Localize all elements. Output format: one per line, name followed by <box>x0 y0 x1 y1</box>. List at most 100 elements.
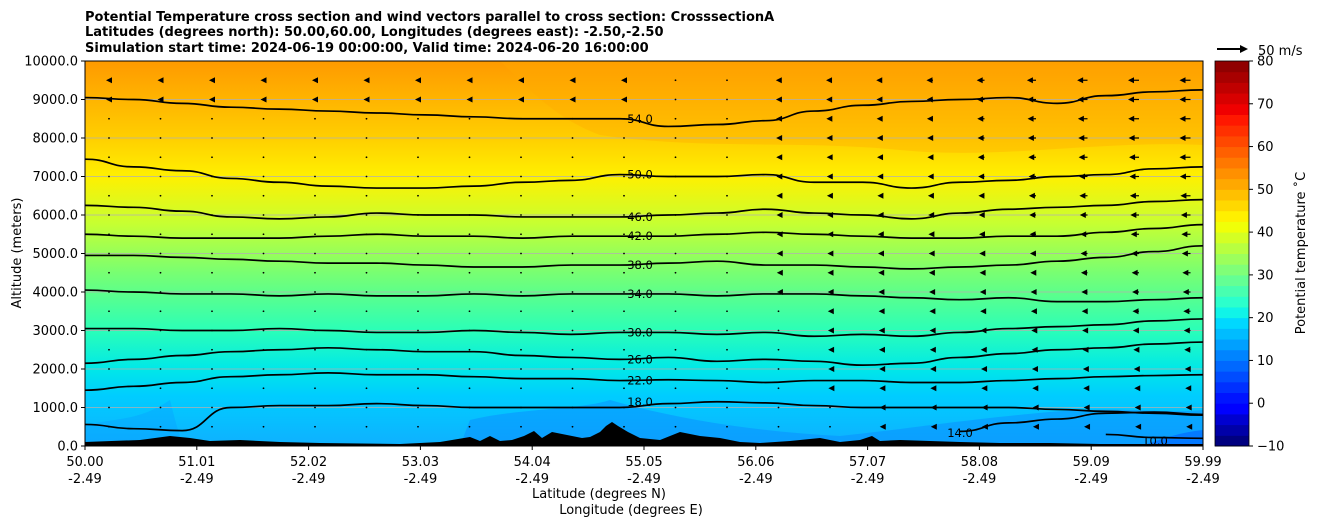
colorbar-tick-label: 30 <box>1257 268 1274 283</box>
wind-vector <box>876 77 883 84</box>
wind-vector <box>159 252 162 255</box>
wind-vector <box>674 79 677 82</box>
wind-vector <box>468 425 471 428</box>
wind-vector <box>1079 212 1086 218</box>
wind-vector <box>726 214 728 216</box>
wind-vector <box>1078 135 1085 141</box>
wind-vector <box>674 252 677 255</box>
wind-vector <box>977 115 984 122</box>
wind-vector <box>314 214 316 216</box>
wind-vector <box>417 194 419 197</box>
wind-vector <box>108 271 110 274</box>
contour-line <box>85 89 1203 128</box>
wind-vector <box>877 192 884 199</box>
wind-vector <box>159 137 162 139</box>
wind-vector <box>314 271 316 274</box>
wind-vector <box>314 368 316 370</box>
wind-vector <box>726 348 728 351</box>
wind-vector <box>726 156 728 159</box>
wind-vector <box>211 233 213 236</box>
wind-vector <box>726 252 728 255</box>
wind-vector <box>571 348 574 351</box>
wind-vector <box>159 406 162 409</box>
wind-vector <box>674 387 677 390</box>
x-tick-label-lat: 50.00 <box>66 455 103 470</box>
colorbar-band <box>1215 125 1249 137</box>
x-tick-label-lon: -2.49 <box>404 472 438 487</box>
wind-vector <box>159 214 162 216</box>
x-tick-label-lat: 55.05 <box>625 455 662 470</box>
wind-vector <box>365 310 368 313</box>
wind-vector <box>262 175 265 178</box>
wind-vector <box>1132 308 1139 315</box>
colorbar-band <box>1215 61 1249 73</box>
colorbar-tick-label: 0 <box>1257 397 1265 412</box>
wind-vector <box>1083 385 1090 392</box>
wind-vector <box>520 291 522 293</box>
cool-region-surface <box>460 400 1203 446</box>
wind-vector <box>520 156 522 159</box>
wind-vector <box>1134 404 1141 411</box>
wind-vector <box>262 214 265 216</box>
colorbar-band <box>1215 157 1249 169</box>
wind-vector <box>468 271 471 274</box>
wind-vector <box>365 271 368 274</box>
wind-vector <box>159 194 162 197</box>
contour-line <box>1105 433 1203 440</box>
colorbar-label: Potential temperature ˚C <box>1293 172 1309 335</box>
wind-vector <box>877 154 884 161</box>
x-tick-label-lat: 51.01 <box>178 455 215 470</box>
wind-vector <box>314 348 316 351</box>
wind-vector <box>1129 154 1136 161</box>
wind-vector <box>929 346 936 353</box>
wind-vector <box>726 425 728 428</box>
x-tick-label-lat: 53.03 <box>402 455 439 470</box>
wind-vector <box>929 327 936 334</box>
wind-vector <box>1181 250 1188 257</box>
contour-label: 14.0 <box>947 426 973 440</box>
title-line-1: Potential Temperature cross section and … <box>85 10 774 25</box>
wind-vector <box>211 291 213 293</box>
wind-vector <box>1081 289 1088 295</box>
wind-vector <box>826 192 833 199</box>
x-axis-ticks: 50.00 -2.49 51.01 -2.49 52.02 -2.49 53.03 -2.49… <box>66 446 1222 487</box>
wind-vector <box>674 329 677 332</box>
colorbar-band <box>1215 371 1249 383</box>
terrain <box>85 422 1203 446</box>
wind-vector <box>1083 404 1090 411</box>
wind-vector <box>623 368 625 370</box>
wind-vector <box>365 156 368 159</box>
wind-vector <box>571 252 574 255</box>
wind-vector <box>262 156 265 159</box>
contour-line <box>85 400 1203 432</box>
gridlines <box>85 99 1203 408</box>
wind-vector <box>1182 289 1189 295</box>
wind-vector <box>468 156 471 159</box>
contour-label: 38.0 <box>627 258 653 272</box>
wind-vector <box>262 310 265 313</box>
wind-vector <box>159 310 162 313</box>
wind-vector <box>1080 269 1087 276</box>
wind-vector <box>1131 269 1138 276</box>
wind-vector <box>726 194 728 197</box>
x-tick-label-lat: 56.06 <box>737 455 774 470</box>
wind-vector <box>877 173 884 180</box>
contour-label: 30.0 <box>627 325 653 339</box>
wind-vector <box>878 269 885 276</box>
wind-vector <box>979 289 986 295</box>
y-tick-label: 0.0 <box>57 440 78 455</box>
wind-vector <box>365 406 368 409</box>
wind-vector <box>571 310 574 313</box>
wind-vector <box>623 194 625 197</box>
wind-vector <box>623 348 625 351</box>
colorbar-band <box>1215 424 1249 436</box>
colorbar-band <box>1215 210 1249 222</box>
wind-vector <box>211 271 213 274</box>
wind-vector <box>365 175 368 178</box>
wind-vector <box>674 348 677 351</box>
wind-vector <box>314 117 316 120</box>
wind-vector <box>1183 327 1190 334</box>
wind-vector <box>314 387 316 390</box>
wind-vector <box>777 329 780 332</box>
wind-vector <box>1135 423 1142 430</box>
